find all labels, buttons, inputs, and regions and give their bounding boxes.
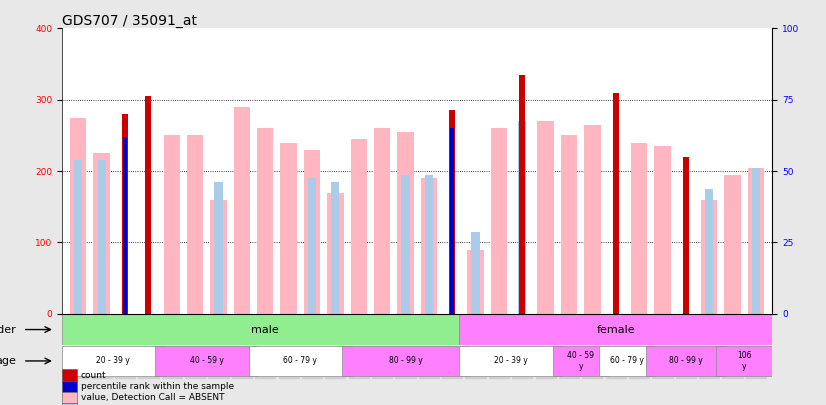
- Bar: [724, 175, 741, 314]
- Text: gender: gender: [0, 324, 16, 335]
- Text: 80 - 99 y: 80 - 99 y: [669, 356, 703, 365]
- Bar: [420, 178, 437, 314]
- Bar: [683, 157, 689, 314]
- Bar: [331, 182, 339, 314]
- Text: female: female: [596, 324, 635, 335]
- Bar: [459, 346, 562, 376]
- Bar: [249, 346, 352, 376]
- Bar: [613, 93, 619, 314]
- Bar: [654, 146, 671, 314]
- Bar: [472, 232, 480, 314]
- Text: GDS707 / 35091_at: GDS707 / 35091_at: [62, 14, 197, 28]
- Bar: [491, 128, 507, 314]
- Bar: [518, 121, 526, 314]
- Bar: [97, 160, 106, 314]
- Bar: [155, 346, 259, 376]
- Bar: [646, 346, 725, 376]
- Text: 80 - 99 y: 80 - 99 y: [388, 356, 422, 365]
- Bar: [631, 143, 648, 314]
- Bar: [705, 189, 714, 314]
- Bar: [397, 132, 414, 314]
- Bar: [257, 128, 273, 314]
- Bar: [308, 178, 316, 314]
- Text: 106
y: 106 y: [737, 351, 752, 371]
- Bar: [304, 150, 320, 314]
- Bar: [342, 346, 468, 376]
- Bar: [211, 200, 226, 314]
- Bar: [584, 125, 601, 314]
- Bar: [187, 135, 203, 314]
- Bar: [401, 175, 410, 314]
- Bar: [450, 128, 454, 314]
- Bar: [752, 168, 760, 314]
- Bar: [748, 168, 764, 314]
- Text: 60 - 79 y: 60 - 79 y: [283, 356, 317, 365]
- Text: percentile rank within the sample: percentile rank within the sample: [81, 382, 234, 391]
- Text: 40 - 59 y: 40 - 59 y: [190, 356, 224, 365]
- Bar: [701, 200, 718, 314]
- Text: 20 - 39 y: 20 - 39 y: [494, 356, 528, 365]
- Bar: [468, 249, 484, 314]
- Bar: [62, 346, 164, 376]
- Bar: [520, 75, 525, 314]
- Bar: [350, 139, 367, 314]
- Bar: [145, 96, 151, 314]
- Text: 40 - 59
y: 40 - 59 y: [567, 351, 594, 371]
- Bar: [425, 175, 433, 314]
- Bar: [215, 182, 222, 314]
- Bar: [281, 143, 297, 314]
- Bar: [600, 346, 656, 376]
- Bar: [327, 192, 344, 314]
- Bar: [374, 128, 390, 314]
- Text: value, Detection Call = ABSENT: value, Detection Call = ABSENT: [81, 393, 225, 402]
- Bar: [561, 135, 577, 314]
- Text: male: male: [251, 324, 279, 335]
- Text: 60 - 79 y: 60 - 79 y: [610, 356, 644, 365]
- Bar: [74, 160, 83, 314]
- Text: 20 - 39 y: 20 - 39 y: [97, 356, 131, 365]
- Text: age: age: [0, 356, 16, 366]
- Bar: [123, 137, 127, 314]
- Text: count: count: [81, 371, 107, 379]
- Bar: [716, 346, 772, 376]
- Bar: [234, 107, 250, 314]
- Bar: [459, 314, 772, 345]
- Bar: [449, 111, 455, 314]
- Bar: [553, 346, 609, 376]
- Bar: [62, 314, 468, 345]
- Bar: [122, 114, 128, 314]
- Bar: [70, 117, 87, 314]
- Bar: [93, 153, 110, 314]
- Bar: [164, 135, 180, 314]
- Bar: [538, 121, 553, 314]
